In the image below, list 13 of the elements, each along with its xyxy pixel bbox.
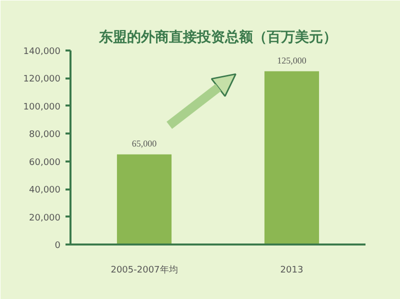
y-tick-label: 80,000 xyxy=(29,130,61,140)
chart-title: 东盟的外商直接投资总额（百万美元） xyxy=(98,28,337,46)
y-tick-label: 60,000 xyxy=(29,158,61,168)
data-label: 65,000 xyxy=(132,138,158,148)
y-tick-label: 120,000 xyxy=(23,74,61,85)
y-tick-label: 20,000 xyxy=(29,213,61,224)
x-tick-label: 2013 xyxy=(280,266,304,276)
data-label: 125,000 xyxy=(277,55,307,66)
y-tick-label: 140,000 xyxy=(23,47,61,57)
y-tick-label: 40,000 xyxy=(29,186,61,196)
y-tick-label: 0 xyxy=(54,241,61,251)
y-tick-label: 100,000 xyxy=(23,102,61,112)
x-tick-label: 2005-2007年均 xyxy=(110,264,178,276)
